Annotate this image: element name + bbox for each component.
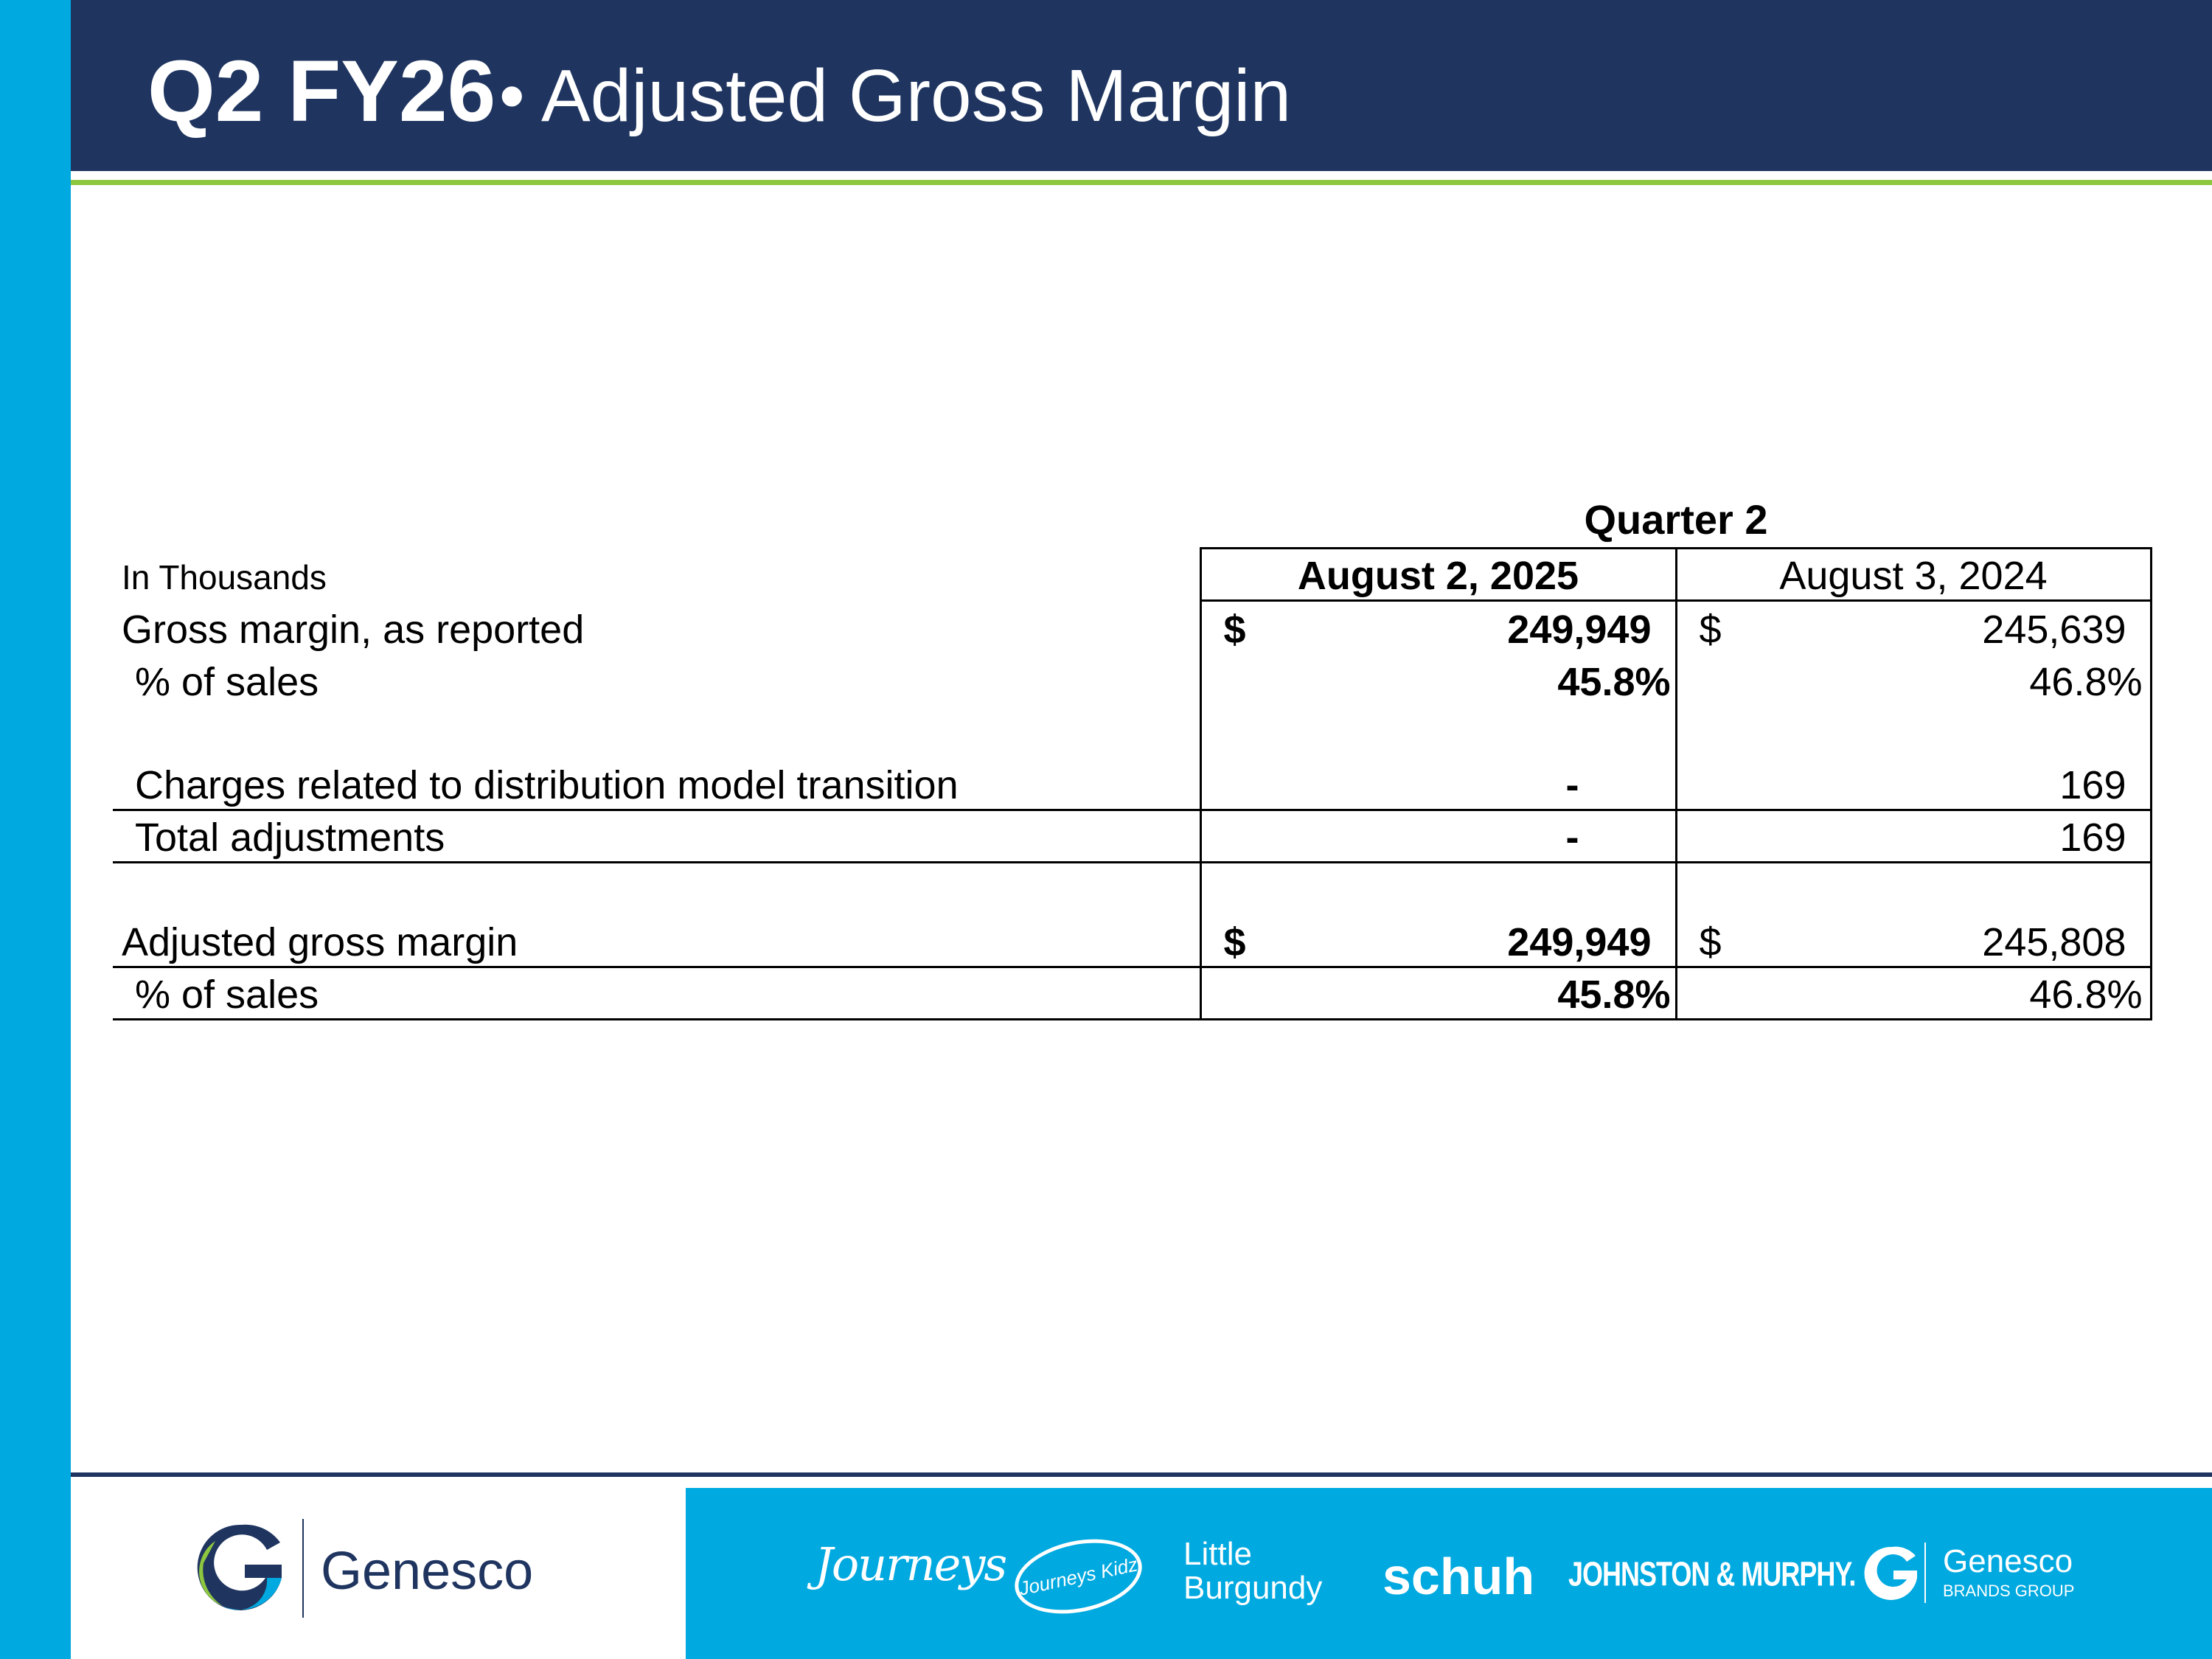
currency-symbol: $ [1223, 607, 1246, 652]
brands-group-separator [1924, 1543, 1926, 1603]
column-header: August 2, 2025 [1199, 547, 1677, 602]
table-row: Total adjustments - 169 [113, 810, 2152, 863]
brands-group-subtitle: BRANDS GROUP [1943, 1582, 2075, 1600]
schuh-logo: schuh [1382, 1548, 1535, 1605]
cell-value: 249,949 [1507, 920, 1652, 964]
cell-value: 45.8% [1557, 659, 1671, 704]
genesco-brands-group-logo: Genesco BRANDS GROUP [1943, 1545, 2075, 1606]
column-header: August 3, 2024 [1676, 547, 2152, 602]
row-label: % of sales [113, 967, 1200, 1020]
left-accent-bar [0, 0, 71, 1659]
table-row: Adjusted gross margin $249,949 $245,808 [113, 914, 2152, 968]
header-bar [71, 0, 2212, 171]
table-row: Gross margin, as reported $249,949 $245,… [113, 600, 2152, 653]
brands-group-name: Genesco [1943, 1543, 2073, 1579]
currency-symbol: $ [1699, 607, 1722, 652]
row-label: Total adjustments [113, 810, 1200, 863]
gross-margin-table: In Thousands August 2, 2025 August 3, 20… [113, 547, 2152, 1020]
table-row: Charges related to distribution model tr… [113, 757, 2152, 811]
genesco-logo-icon [193, 1519, 289, 1621]
cell-value: 46.8% [2029, 973, 2143, 1017]
cell-value: 169 [2059, 763, 2126, 807]
cell-value: 46.8% [2029, 659, 2143, 704]
cell-value: 249,949 [1507, 607, 1652, 652]
little-burgundy-logo: Little Burgundy [1183, 1537, 1322, 1605]
page-title: Q2 FY26 • Adjusted Gross Margin [147, 41, 1291, 142]
cell-value: 245,808 [1982, 920, 2126, 964]
johnston-murphy-logo: JOHNSTON & MURPHY. [1568, 1554, 1856, 1593]
row-label: % of sales [135, 659, 319, 704]
cell-value: - [1565, 763, 1579, 807]
journeys-logo: Journeys [815, 1537, 1007, 1591]
little-burgundy-line2: Burgundy [1183, 1570, 1323, 1606]
logo-separator [302, 1519, 304, 1618]
currency-symbol: $ [1699, 920, 1722, 964]
row-label: Charges related to distribution model tr… [113, 757, 1200, 811]
row-label: Adjusted gross margin [113, 914, 1200, 968]
little-burgundy-line1: Little [1183, 1536, 1252, 1572]
table-header-row: In Thousands August 2, 2025 August 3, 20… [113, 547, 2152, 602]
cell-value: - [1565, 815, 1579, 860]
spacer-row [113, 705, 2152, 758]
title-subject: • Adjusted Gross Margin [498, 55, 1292, 137]
footer-divider [71, 1472, 2212, 1477]
table-row: % of sales 45.8% 46.8% [113, 967, 2152, 1020]
spacer-row [113, 862, 2152, 915]
currency-symbol: $ [1223, 920, 1246, 964]
genesco-brands-g-icon [1864, 1544, 1920, 1607]
quarter-header: Quarter 2 [1584, 496, 1768, 543]
cell-value: 245,639 [1982, 607, 2126, 652]
table-row: % of sales 45.8% 46.8% [113, 653, 2152, 706]
company-name: Genesco [321, 1542, 534, 1601]
title-period: Q2 FY26 [147, 43, 496, 140]
header-divider [71, 180, 2212, 185]
row-label: Gross margin, as reported [122, 607, 585, 652]
units-label: In Thousands [122, 557, 327, 597]
cell-value: 45.8% [1557, 973, 1671, 1017]
brand-panel [686, 1488, 2212, 1659]
cell-value: 169 [2059, 815, 2126, 860]
